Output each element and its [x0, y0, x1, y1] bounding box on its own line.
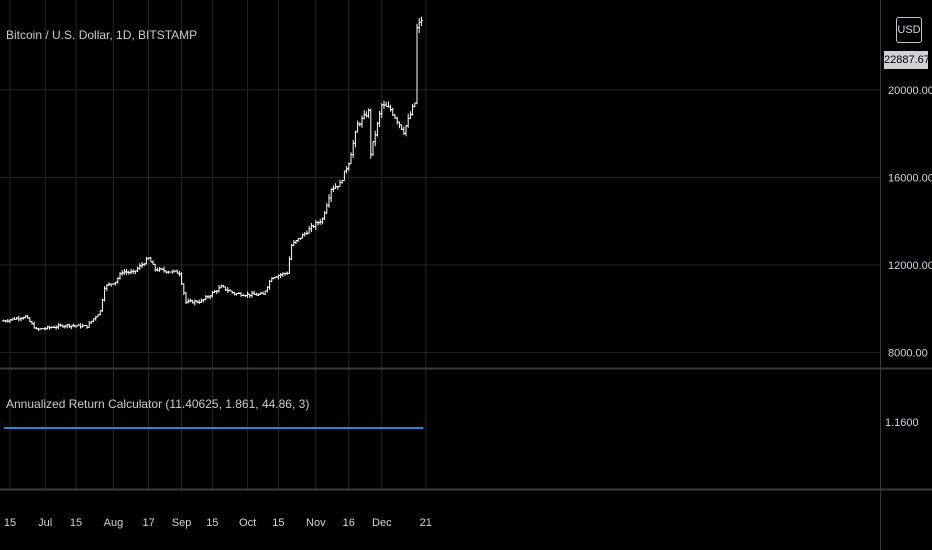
time-tick-label: 15	[272, 517, 284, 529]
candles	[1, 16, 423, 331]
price-tick-label: 8000.00	[888, 348, 928, 360]
price-tick-label: 16000.00	[888, 172, 932, 184]
time-tick-label: Jul	[38, 517, 52, 529]
time-tick-label: Nov	[306, 517, 326, 529]
time-tick-label: Aug	[104, 517, 124, 529]
time-axis[interactable]: 15 Jul 15 Aug 17 Sep 15 Oct 15 Nov 16 Dec 21	[4, 517, 432, 529]
time-tick-label: 17	[142, 517, 154, 529]
price-axis[interactable]: 8000.00 12000.00 16000.00 20000.00	[888, 85, 932, 360]
time-tick-label: 16	[343, 517, 355, 529]
last-price-label: 22887.67	[884, 51, 930, 69]
time-tick-label: Dec	[372, 517, 392, 529]
time-tick-label: Oct	[239, 517, 256, 529]
price-tick-label: 20000.00	[888, 85, 932, 97]
indicator-value-label: 1.1600	[885, 417, 919, 429]
time-tick-label: 15	[70, 517, 82, 529]
indicator-legend[interactable]: Annualized Return Calculator (11.40625, …	[6, 397, 310, 411]
time-tick-label: 21	[420, 517, 432, 529]
time-tick-label: 15	[4, 517, 16, 529]
time-tick-label: 15	[206, 517, 218, 529]
grid	[0, 0, 880, 489]
price-tick-label: 12000.00	[888, 260, 932, 272]
symbol-legend[interactable]: Bitcoin / U.S. Dollar, 1D, BITSTAMP	[6, 28, 198, 42]
time-tick-label: Sep	[172, 517, 192, 529]
currency-button[interactable]: USD	[896, 17, 922, 43]
